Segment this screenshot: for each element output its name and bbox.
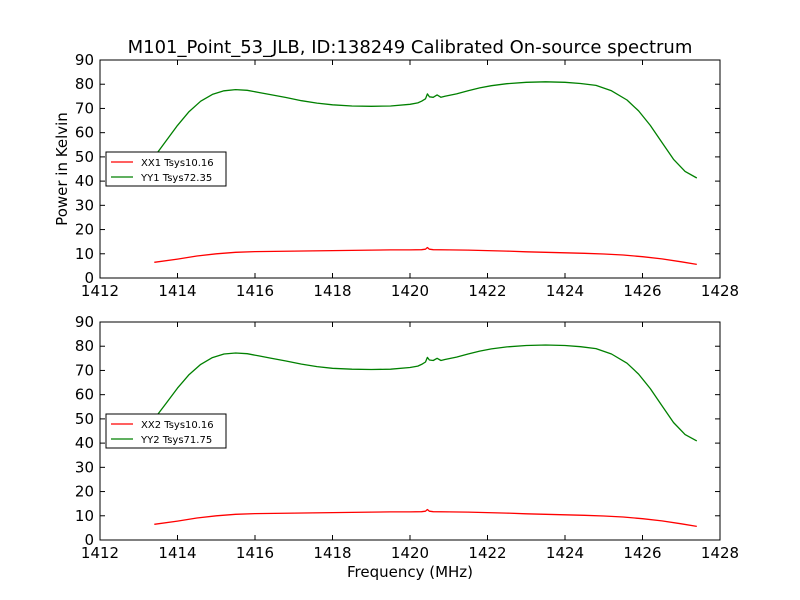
x-axis-label: Frequency (MHz) xyxy=(347,563,473,581)
x-tick-label: 1414 xyxy=(158,544,196,562)
x-tick-label: 1424 xyxy=(546,282,584,300)
y-tick-label: 20 xyxy=(75,483,94,501)
x-tick-label: 1418 xyxy=(313,544,351,562)
y-tick-label: 50 xyxy=(75,148,94,166)
y-tick-label: 70 xyxy=(75,361,94,379)
series-line-1 xyxy=(154,508,697,528)
y-tick-label: 30 xyxy=(75,196,94,214)
legend-box xyxy=(105,151,227,187)
legend-entry-label: XX1 Tsys10.16 xyxy=(141,158,214,169)
plot-panel-1: 1412 1414 1416 1418 1420 1422 1424 1426 1428 0 10 2… xyxy=(53,51,739,300)
y-tick-label: 90 xyxy=(75,51,94,69)
x-tick-label: 1426 xyxy=(623,282,661,300)
x-tick-label: 1416 xyxy=(236,282,274,300)
x-tick-label: 1418 xyxy=(313,282,351,300)
y-tick-label: 40 xyxy=(75,434,94,452)
x-tick-label: 1416 xyxy=(236,544,274,562)
legend-entry-label: YY2 Tsys71.75 xyxy=(140,435,212,446)
y-tick-label: 20 xyxy=(75,221,94,239)
series-line-2 xyxy=(153,344,698,442)
legend-box xyxy=(105,413,227,449)
y-tick-label: 10 xyxy=(75,507,94,525)
y-tick-label: 0 xyxy=(84,269,94,287)
y-tick-label: 80 xyxy=(75,337,94,355)
y-tick-label: 50 xyxy=(75,410,94,428)
plot-panel-2: 1412 1414 1416 1418 1420 1422 1424 1426 1428 0 10 2… xyxy=(75,313,739,581)
y-tick-label: 70 xyxy=(75,99,94,117)
series-line-1 xyxy=(154,246,697,266)
x-tick-label: 1414 xyxy=(158,282,196,300)
x-tick-label: 1424 xyxy=(546,544,584,562)
series-line-2 xyxy=(153,81,698,179)
x-tick-label: 1422 xyxy=(468,282,506,300)
x-tick-label: 1420 xyxy=(391,544,429,562)
x-tick-label: 1422 xyxy=(468,544,506,562)
y-tick-label: 30 xyxy=(75,458,94,476)
x-tick-label: 1420 xyxy=(391,282,429,300)
legend: XX2 Tsys10.16 YY2 Tsys71.75 xyxy=(105,413,227,449)
x-tick-label: 1412 xyxy=(81,544,119,562)
legend-entry-label: YY1 Tsys72.35 xyxy=(140,173,212,184)
x-tick-label: 1426 xyxy=(623,544,661,562)
y-tick-label: 0 xyxy=(84,531,94,549)
y-tick-label: 40 xyxy=(75,172,94,190)
legend: XX1 Tsys10.16 YY1 Tsys72.35 xyxy=(105,151,227,187)
chart-title: M101_Point_53_JLB, ID:138249 Calibrated … xyxy=(128,37,693,58)
x-tick-label: 1428 xyxy=(701,282,739,300)
x-tick-label: 1428 xyxy=(701,544,739,562)
legend-entry-label: XX2 Tsys10.16 xyxy=(141,420,214,431)
y-tick-label: 60 xyxy=(75,124,94,142)
y-tick-label: 90 xyxy=(75,313,94,331)
y-axis-label: Power in Kelvin xyxy=(53,112,71,226)
y-tick-label: 10 xyxy=(75,245,94,263)
x-tick-label: 1412 xyxy=(81,282,119,300)
y-tick-label: 80 xyxy=(75,75,94,93)
y-tick-label: 60 xyxy=(75,386,94,404)
